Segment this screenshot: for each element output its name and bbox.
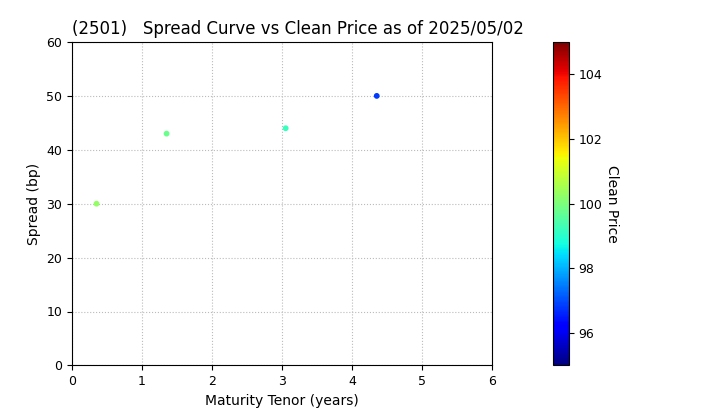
- Point: [280, 125, 292, 131]
- Point: [371, 92, 382, 99]
- Y-axis label: Spread (bp): Spread (bp): [27, 163, 41, 245]
- Point: [91, 200, 102, 207]
- Y-axis label: Clean Price: Clean Price: [606, 165, 619, 243]
- X-axis label: Maturity Tenor (years): Maturity Tenor (years): [205, 394, 359, 408]
- Text: (2501)   Spread Curve vs Clean Price as of 2025/05/02: (2501) Spread Curve vs Clean Price as of…: [72, 20, 524, 38]
- Point: [161, 130, 172, 137]
